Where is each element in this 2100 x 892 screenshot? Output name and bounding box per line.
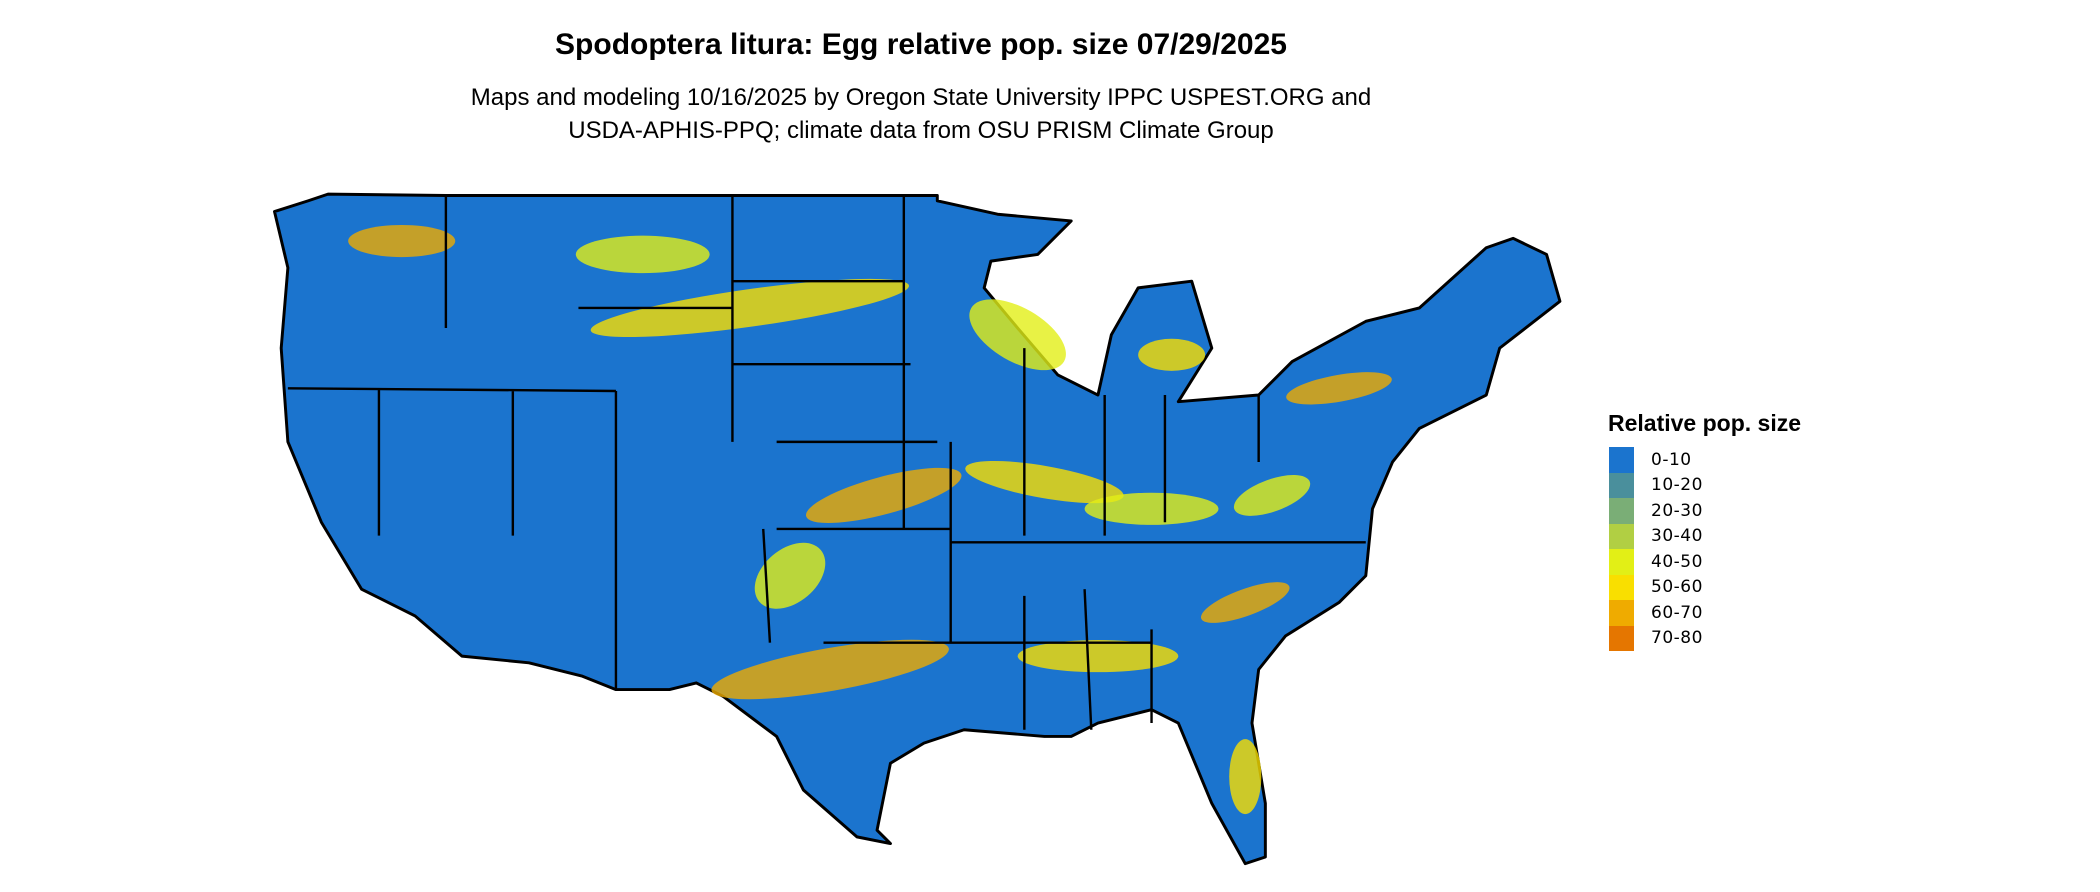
legend-item: 20-30 <box>1609 498 1801 524</box>
legend-item: 40-50 <box>1609 549 1801 575</box>
map-subtitle-line-1: Maps and modeling 10/16/2025 by Oregon S… <box>470 84 1372 111</box>
hotspot <box>1200 582 1290 623</box>
hotspot <box>1084 492 1219 525</box>
state-borders <box>287 195 1366 730</box>
legend-label: 60-70 <box>1651 602 1703 623</box>
hotspot <box>1017 640 1179 673</box>
hotspot <box>711 639 949 700</box>
map-subtitle-line-2: USDA-APHIS-PPQ; climate data from OSU PR… <box>568 117 1274 144</box>
legend-label: 10-20 <box>1651 475 1703 496</box>
legend-item: 30-40 <box>1609 523 1801 549</box>
legend-swatch <box>1609 447 1634 473</box>
legend-swatch <box>1609 600 1634 626</box>
legend-swatch <box>1609 523 1634 549</box>
map-title: Spodoptera litura: Egg relative pop. siz… <box>555 28 1287 61</box>
legend-item: 10-20 <box>1609 472 1801 498</box>
population-hotspots <box>348 224 1392 815</box>
hotspot <box>754 542 826 609</box>
hotspot <box>590 278 909 338</box>
legend-title: Relative pop. size <box>1608 410 1802 436</box>
legend-item: 50-60 <box>1609 574 1801 600</box>
legend-swatch <box>1609 625 1634 651</box>
hotspot <box>1138 338 1206 371</box>
hotspot <box>1233 475 1311 516</box>
legend-label: 40-50 <box>1651 551 1703 572</box>
legend-label: 70-80 <box>1651 628 1703 649</box>
legend-item: 60-70 <box>1609 600 1801 626</box>
legend-label: 30-40 <box>1651 526 1703 547</box>
hotspot <box>1286 372 1392 405</box>
legend-swatch <box>1609 549 1634 575</box>
legend-label: 50-60 <box>1651 577 1703 598</box>
legend: Relative pop. size 0-10 10-20 20-30 30-40 40… <box>1608 410 1802 651</box>
hotspot <box>805 467 962 524</box>
legend-item: 70-80 <box>1609 625 1801 651</box>
legend-label: 0-10 <box>1651 449 1692 470</box>
hotspot <box>969 299 1066 371</box>
legend-item: 0-10 <box>1609 447 1801 473</box>
legend-swatch <box>1609 472 1634 498</box>
hotspot <box>348 224 456 258</box>
hotspot <box>575 235 710 274</box>
hotspot <box>1229 739 1262 815</box>
hotspot <box>965 460 1124 504</box>
legend-swatch <box>1609 498 1634 524</box>
legend-label: 20-30 <box>1651 500 1703 521</box>
legend-swatch <box>1609 574 1634 600</box>
